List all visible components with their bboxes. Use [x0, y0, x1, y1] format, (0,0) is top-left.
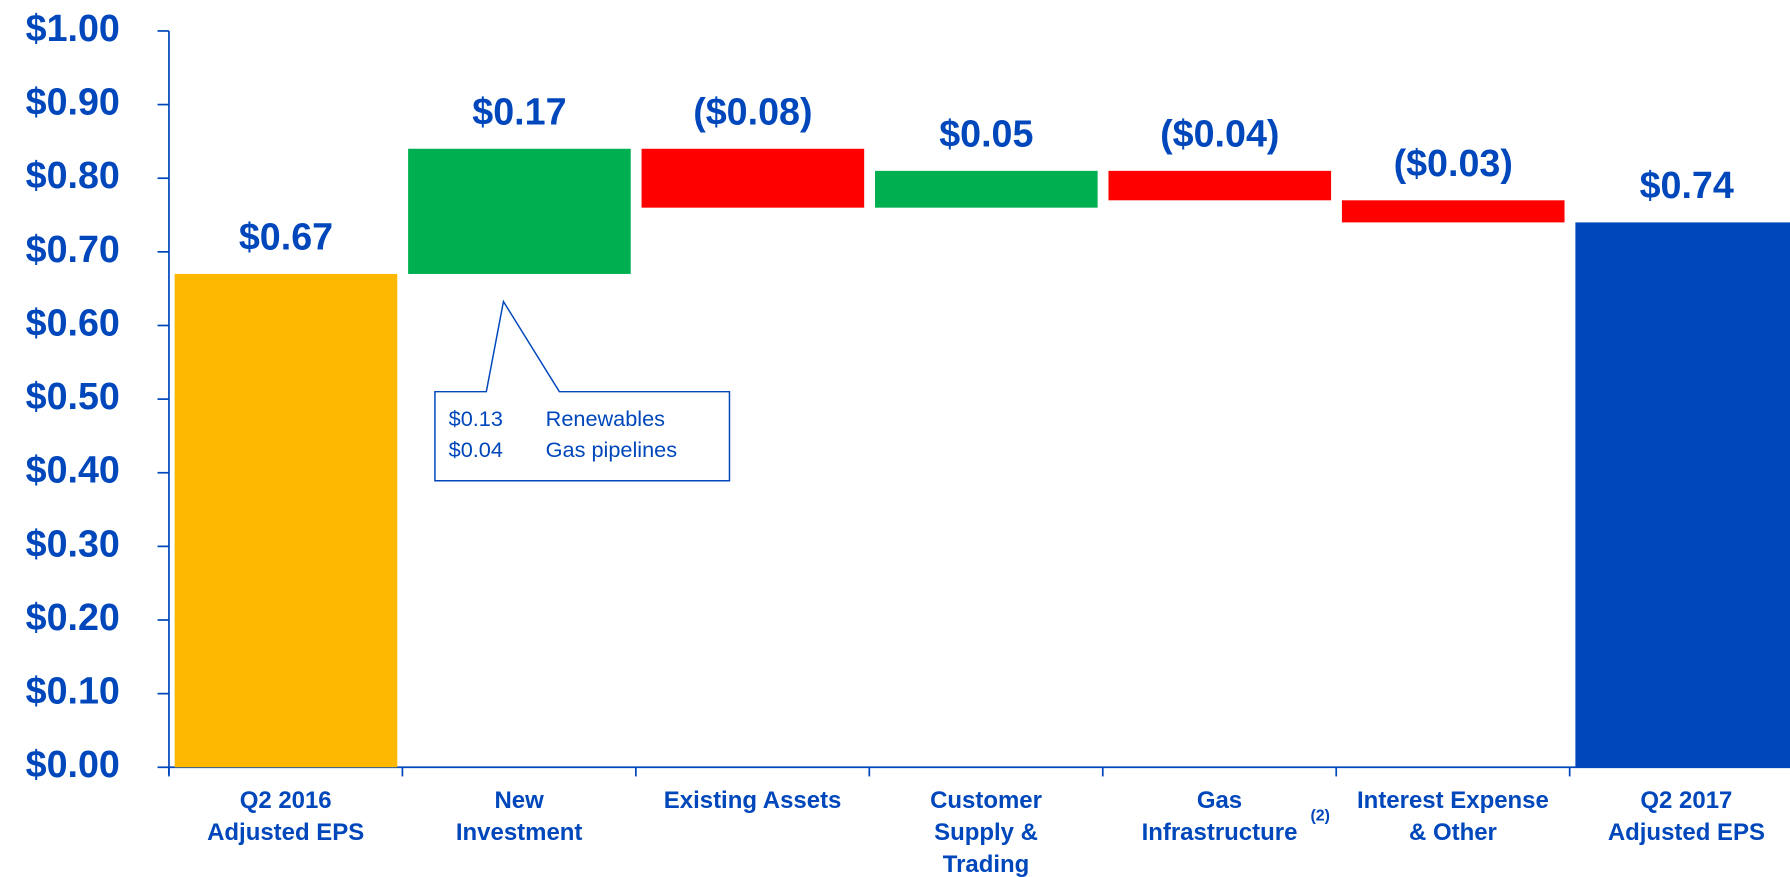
x-tick-label: Gas: [1197, 787, 1242, 814]
callout-value: $0.04: [449, 437, 503, 462]
x-tick-label: New: [494, 787, 544, 814]
callout-box: [434, 299, 731, 482]
value-label: $0.05: [939, 113, 1033, 155]
y-tick-label: $0.00: [26, 743, 120, 785]
value-label: $0.17: [472, 90, 566, 132]
x-tick-label: Supply &: [934, 819, 1038, 846]
x-tick-label: Q2 2016: [240, 787, 332, 814]
value-label: ($0.04): [1160, 113, 1279, 155]
value-label: ($0.03): [1394, 142, 1513, 184]
x-tick-label: Investment: [456, 819, 583, 846]
y-tick-label: $0.40: [26, 449, 120, 491]
bar: [641, 148, 865, 208]
callout-label: Renewables: [546, 406, 666, 431]
footnote-marker: (2): [1310, 808, 1330, 825]
x-tick-label: Q2 2017: [1640, 787, 1732, 814]
y-tick-label: $0.20: [26, 596, 120, 638]
bar: [1341, 200, 1565, 223]
y-tick-label: $0.30: [26, 522, 120, 564]
x-tick-label: Adjusted EPS: [1608, 819, 1765, 846]
x-tick-label: Infrastructure: [1142, 819, 1298, 846]
bar: [875, 170, 1098, 208]
bar: [408, 148, 631, 274]
y-tick-label: $0.70: [26, 228, 120, 270]
callout: $0.13 Renewables $0.04 Gas pipelines: [434, 299, 731, 482]
x-tick-label: Customer: [930, 787, 1042, 814]
x-tick-label: Trading: [943, 851, 1030, 877]
bar: [1575, 222, 1790, 768]
bar: [174, 273, 398, 768]
callout-value: $0.13: [449, 406, 503, 431]
value-label: ($0.08): [693, 90, 812, 132]
bar: [1108, 170, 1332, 201]
y-tick-label: $0.10: [26, 670, 120, 712]
x-tick-label: Existing Assets: [664, 787, 842, 814]
x-tick-label: Adjusted EPS: [207, 819, 364, 846]
y-tick-label: $1.00: [26, 7, 120, 49]
x-tick-label: & Other: [1409, 819, 1497, 846]
value-label: $0.74: [1640, 164, 1734, 206]
x-tick-label: Interest Expense: [1357, 787, 1549, 814]
y-tick-label: $0.80: [26, 154, 120, 196]
y-tick-label: $0.90: [26, 81, 120, 123]
y-tick-label: $0.60: [26, 301, 120, 343]
y-tick-label: $0.50: [26, 375, 120, 417]
value-label: $0.67: [239, 216, 333, 258]
callout-label: Gas pipelines: [546, 437, 678, 462]
